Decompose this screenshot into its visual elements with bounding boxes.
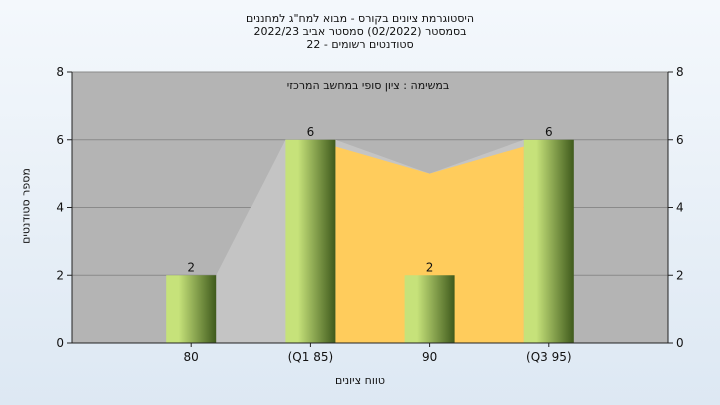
y-tick-label: 8 (56, 65, 64, 79)
chart-title-line-2: בסמסטר (02/2022) סמסטר אביב 2022/23 (253, 25, 467, 38)
x-axis-label: טווח ציונים (335, 374, 385, 387)
y-tick-label-right: 0 (676, 336, 684, 350)
chart-title-line-3: סטודנטים רשומים - 22 (306, 38, 414, 51)
y-tick-label-right: 6 (676, 133, 684, 147)
y-axis-label: מספר סטודנטים (19, 168, 33, 244)
x-tick-label: 90 (422, 350, 437, 364)
data-labels: 2 6 2 6 (187, 125, 552, 275)
data-label: 6 (545, 125, 553, 139)
x-tick-label: (Q1 85) (288, 350, 334, 364)
y-tick-label-right: 2 (676, 268, 684, 282)
iqr-area (335, 146, 524, 343)
bar-3 (523, 139, 574, 343)
y-tick-label: 6 (56, 133, 64, 147)
chart-annotation: במשימה : ציון סופי במחשב המרכזי (287, 79, 450, 92)
x-tick-label: (Q3 95) (526, 350, 572, 364)
data-label: 2 (426, 260, 434, 274)
y-tick-label-right: 4 (676, 201, 684, 215)
y-tick-label: 2 (56, 268, 64, 282)
bar-2 (404, 275, 455, 343)
data-label: 6 (307, 125, 315, 139)
y-tick-label: 4 (56, 201, 64, 215)
bar-1 (285, 139, 336, 343)
chart-title-line-1: היסטוגרמת ציונים בקורס - מבוא למח"ג למחנ… (245, 12, 475, 25)
y-tick-label-right: 8 (676, 65, 684, 79)
x-tick-label: 80 (184, 350, 199, 364)
bar-0 (166, 275, 217, 343)
x-axis-ticks: 80 (Q1 85) 90 (Q3 95) (184, 343, 572, 364)
data-label: 2 (187, 260, 195, 274)
y-axis-right-ticks: 0 2 4 6 8 (668, 65, 684, 350)
y-axis-left-ticks: 0 2 4 6 8 (56, 65, 72, 350)
y-tick-label: 0 (56, 336, 64, 350)
bars (166, 139, 574, 343)
